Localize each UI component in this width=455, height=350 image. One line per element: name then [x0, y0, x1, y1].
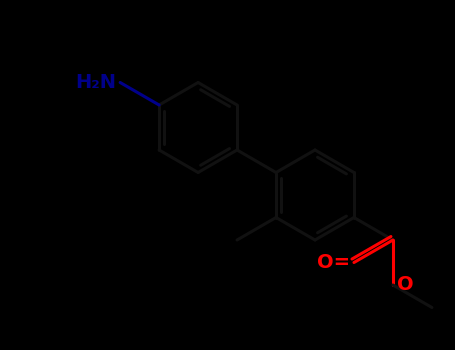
Text: H₂N: H₂N — [75, 73, 116, 92]
Text: O=: O= — [317, 253, 350, 272]
Text: O: O — [397, 275, 414, 294]
